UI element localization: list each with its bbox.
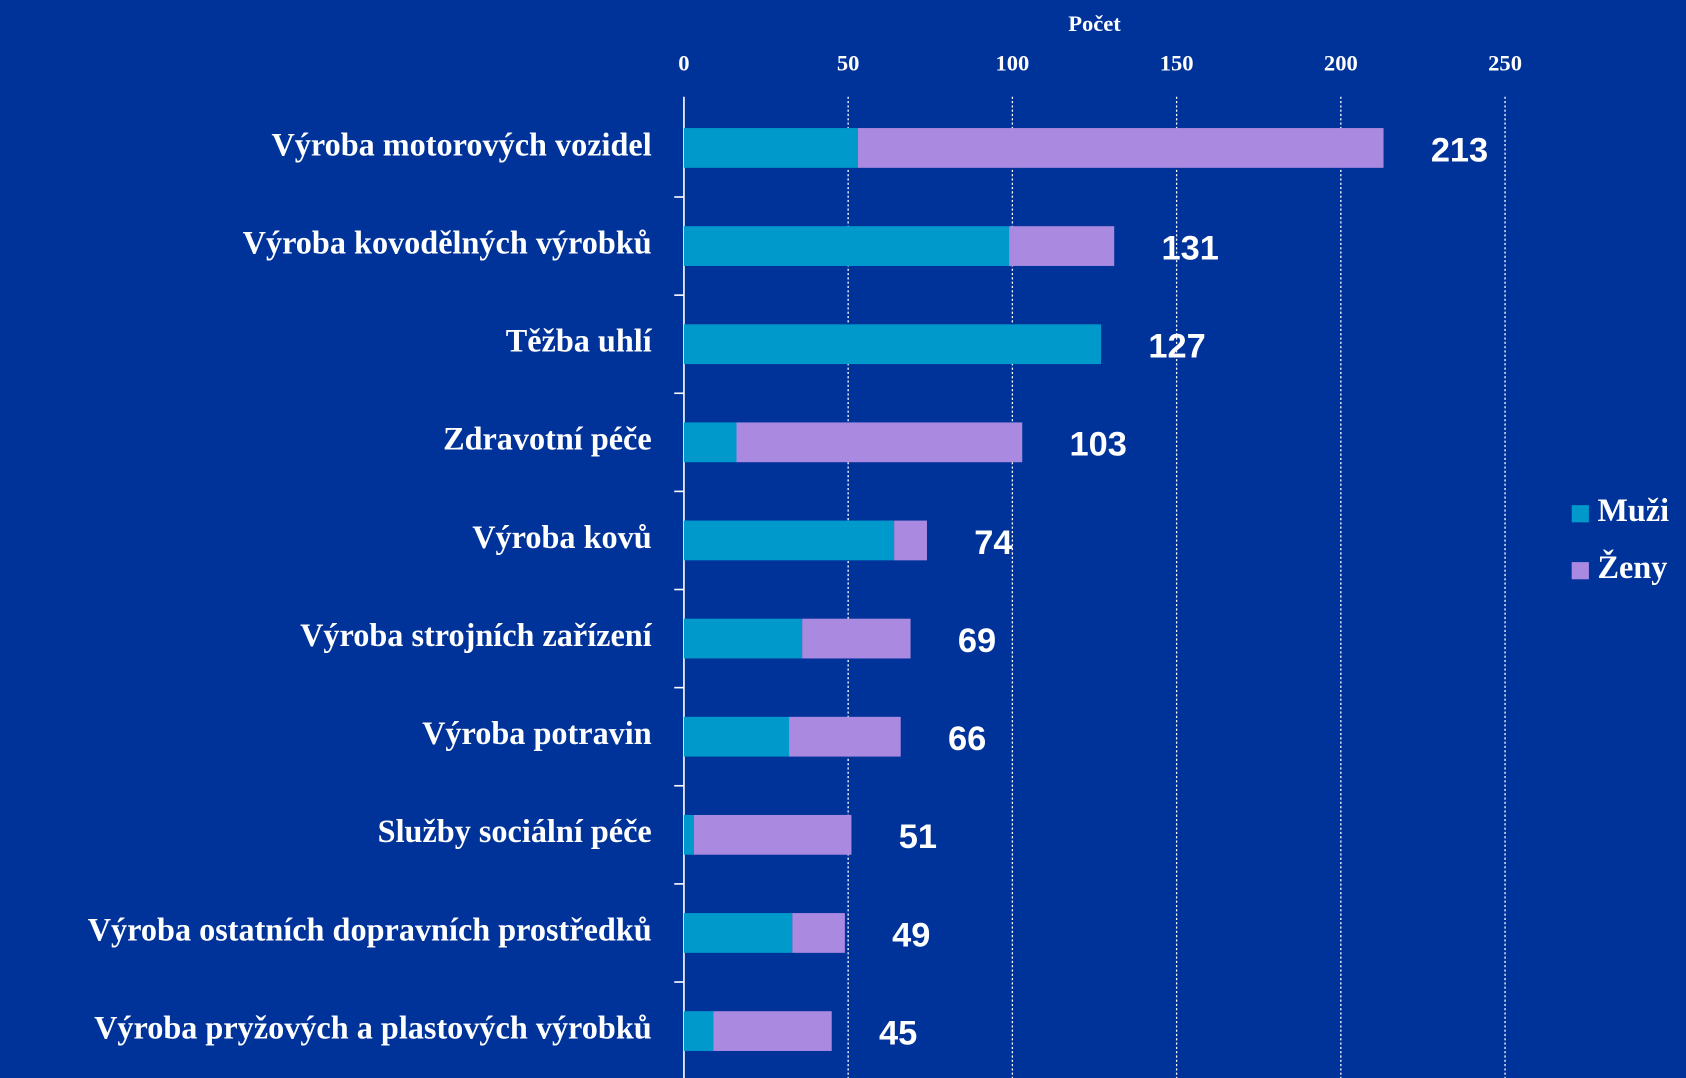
legend-swatch <box>1571 505 1589 523</box>
x-tick-label: 200 <box>1324 51 1358 76</box>
category-label: Výroba pryžových a plastových výrobků <box>94 1009 652 1045</box>
bar-segment <box>683 1011 714 1051</box>
data-label: 66 <box>948 720 986 758</box>
bar-segment <box>683 520 895 561</box>
bar-segment <box>683 814 694 855</box>
data-label: 49 <box>892 916 930 954</box>
category-label: Výroba ostatních dopravních prostředků <box>88 911 652 947</box>
x-tick-label: 0 <box>678 51 689 76</box>
legend-swatch <box>1571 562 1589 580</box>
bar-segment <box>683 618 803 659</box>
bar-segment <box>792 913 845 953</box>
bar-segment <box>802 618 911 659</box>
x-tick-label: 50 <box>837 51 860 76</box>
category-label: Zdravotní péče <box>443 421 652 457</box>
category-label: Výroba strojních zařízení <box>300 617 653 653</box>
legend-label: Muži <box>1597 492 1669 528</box>
data-label: 51 <box>899 818 937 856</box>
x-tick-label: 150 <box>1160 51 1194 76</box>
data-label: 45 <box>879 1014 917 1052</box>
bar-segment <box>736 422 1023 463</box>
category-label: Výroba potravin <box>422 715 652 751</box>
data-label: 69 <box>958 622 996 660</box>
category-label: Služby sociální péče <box>378 813 652 849</box>
x-axis-label: Počet <box>1068 11 1121 36</box>
bar-segment <box>683 128 859 168</box>
bar-segment <box>713 1011 832 1051</box>
x-tick-label: 100 <box>995 51 1029 76</box>
legend-label: Ženy <box>1597 549 1667 585</box>
category-label: Těžba uhlí <box>506 323 653 359</box>
category-label: Výroba kovů <box>472 519 652 555</box>
bar-segment <box>683 422 737 463</box>
bar-segment <box>894 520 927 561</box>
data-label: 213 <box>1431 131 1488 169</box>
data-label: 131 <box>1161 229 1218 267</box>
bar-segment <box>683 226 1010 266</box>
data-label: 74 <box>974 524 1012 562</box>
bar-segment <box>683 913 793 953</box>
category-label: Výroba kovodělných výrobků <box>243 224 652 260</box>
data-label: 103 <box>1070 426 1127 464</box>
bar-segment <box>858 128 1384 168</box>
category-label: Výroba motorových vozidel <box>271 126 651 162</box>
data-label: 127 <box>1148 328 1205 366</box>
bar-segment <box>683 716 790 757</box>
bar-segment <box>1009 226 1115 266</box>
bar-segment <box>789 716 901 757</box>
x-tick-label: 250 <box>1488 51 1522 76</box>
bar-segment <box>683 324 1102 365</box>
bar-segment <box>693 814 852 855</box>
